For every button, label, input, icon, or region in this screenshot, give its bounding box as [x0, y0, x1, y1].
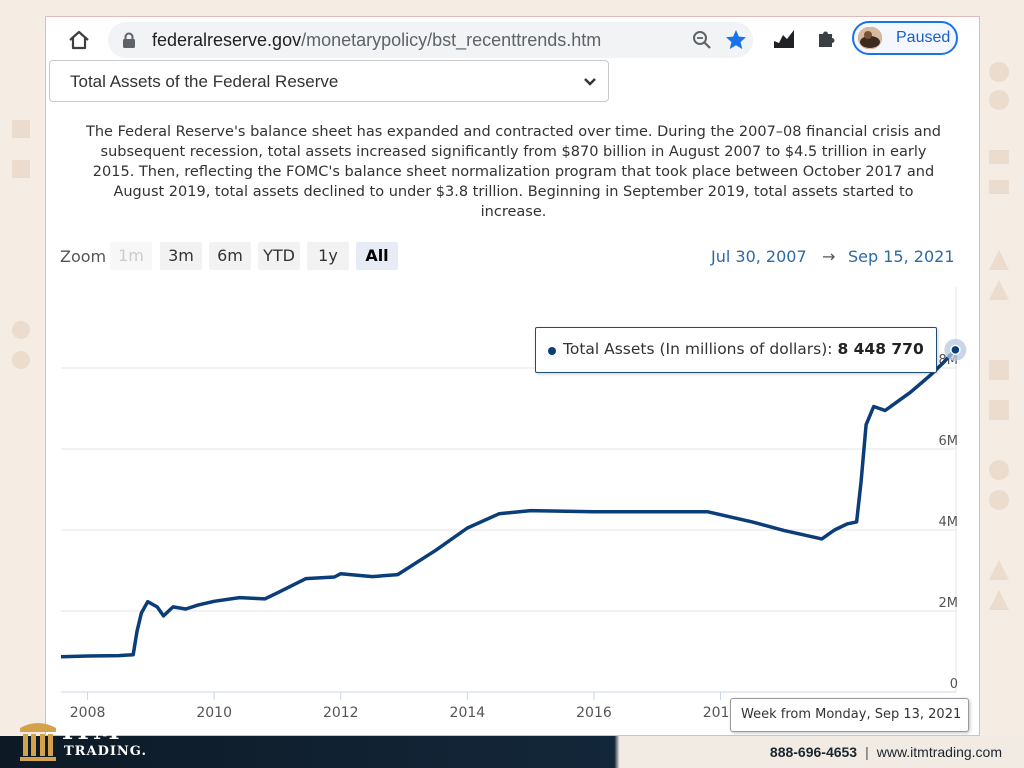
x-tick-label: 2018: [703, 705, 739, 721]
range-arrow: →: [822, 247, 836, 266]
zoom-6m-button[interactable]: 6m: [209, 242, 251, 270]
background-decoration-left: [12, 120, 30, 369]
total-assets-series-line: [60, 348, 957, 659]
footer-banner: [0, 736, 1024, 768]
home-icon[interactable]: [66, 27, 92, 53]
week-label: Week from Monday, Sep 13, 2021: [730, 698, 969, 732]
x-tick-label: 2012: [323, 705, 359, 721]
profile-label: Paused: [896, 29, 951, 46]
zoom-1m-button[interactable]: 1m: [110, 242, 152, 270]
url-path: /monetarypolicy/bst_recenttrends.htm: [301, 30, 602, 50]
url-host: federalreserve.gov: [152, 30, 302, 50]
x-tick-label: 2014: [450, 705, 486, 721]
contact-separator: |: [865, 744, 869, 760]
x-axis-ticks: 2008 2010 2012 2014 2016 2018: [70, 692, 739, 721]
zoom-all-button[interactable]: All: [356, 242, 398, 270]
lock-icon[interactable]: [122, 32, 136, 48]
zoom-1y-button[interactable]: 1y: [307, 242, 349, 270]
zoom-icon[interactable]: [692, 30, 712, 50]
range-to-date[interactable]: Sep 15, 2021: [848, 247, 955, 266]
puzzle-icon[interactable]: [815, 27, 837, 49]
address-bar[interactable]: federalreserve.gov/monetarypolicy/bst_re…: [108, 22, 753, 58]
zoom-label: Zoom: [60, 247, 107, 266]
description-text: The Federal Reserve's balance sheet has …: [86, 124, 942, 220]
range-from-date[interactable]: Jul 30, 2007: [711, 247, 807, 266]
y-tick-label: 6M: [939, 434, 959, 449]
tooltip-label: Total Assets (In millions of dollars): 8…: [563, 340, 924, 358]
avatar: [858, 27, 882, 49]
phone-number: 888-696-4653: [769, 744, 858, 760]
hover-point: [950, 344, 961, 356]
tooltip-series-dot: [548, 347, 556, 355]
hover-marker: [944, 338, 967, 361]
x-tick-label: 2008: [70, 705, 106, 721]
y-tick-label: 4M: [939, 515, 959, 530]
zoom-3m-button[interactable]: 3m: [160, 242, 202, 270]
chart-tooltip: Total Assets (In millions of dollars): 8…: [535, 327, 937, 373]
x-tick-label: 2016: [576, 705, 612, 721]
zoom-ytd-button[interactable]: YTD: [258, 242, 300, 270]
extension-icon[interactable]: [773, 29, 795, 49]
chevron-down-icon: [584, 78, 596, 86]
select-value: Total Assets of the Federal Reserve: [70, 72, 339, 91]
url-text[interactable]: federalreserve.gov/monetarypolicy/bst_re…: [152, 30, 601, 50]
tooltip-value: 8 448 770: [837, 340, 924, 358]
week-text: Week from Monday, Sep 13, 2021: [741, 707, 962, 722]
website-link[interactable]: www.itmtrading.com: [876, 744, 1002, 760]
background-decoration: [989, 62, 1009, 610]
profile-button[interactable]: Paused: [852, 21, 958, 55]
y-tick-label: 2M: [939, 596, 959, 611]
y-tick-label: 0: [950, 677, 958, 692]
contact-info: 888-696-4653 | www.itmtrading.com: [770, 744, 1002, 760]
logo-text: ITM: [62, 716, 121, 745]
logo-subtext: TRADING.: [64, 744, 147, 759]
browser-toolbar: federalreserve.gov/monetarypolicy/bst_re…: [46, 17, 979, 63]
star-icon[interactable]: [724, 28, 748, 52]
x-tick-label: 2010: [196, 705, 232, 721]
browser-window: federalreserve.gov/monetarypolicy/bst_re…: [45, 16, 980, 736]
chart-select-dropdown[interactable]: Total Assets of the Federal Reserve: [49, 60, 609, 102]
itm-logo-icon: [20, 723, 56, 761]
tooltip-series-label: Total Assets (In millions of dollars):: [563, 340, 833, 358]
